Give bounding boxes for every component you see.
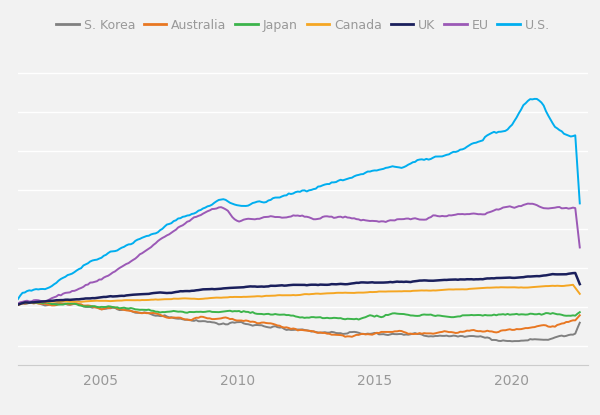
EU [524, 201, 532, 206]
Australia [558, 321, 565, 326]
Line: Australia: Australia [18, 303, 580, 337]
U.S. [556, 128, 563, 133]
Legend: S. Korea, Australia, Japan, Canada, UK, EU, U.S.: S. Korea, Australia, Japan, Canada, UK, … [51, 14, 555, 37]
Line: S. Korea: S. Korea [18, 303, 580, 341]
UK [247, 284, 254, 289]
Japan [558, 312, 565, 317]
Canada [339, 290, 346, 295]
EU [403, 216, 410, 221]
S. Korea [576, 320, 583, 325]
Line: EU: EU [18, 204, 580, 304]
Australia [26, 300, 33, 305]
U.S. [403, 164, 410, 168]
S. Korea [558, 333, 565, 338]
Line: U.S.: U.S. [18, 99, 580, 299]
U.S. [240, 203, 247, 208]
UK [554, 272, 561, 277]
Canada [554, 283, 561, 288]
Line: Japan: Japan [18, 302, 580, 320]
Japan [355, 317, 362, 322]
UK [403, 279, 410, 284]
U.S. [339, 178, 346, 183]
EU [240, 217, 247, 222]
S. Korea [242, 322, 250, 327]
Canada [576, 291, 583, 296]
Japan [407, 313, 414, 318]
U.S. [576, 201, 583, 206]
Australia [14, 303, 22, 308]
Australia [249, 319, 256, 324]
Australia [407, 331, 414, 336]
Canada [569, 282, 577, 287]
S. Korea [341, 331, 349, 336]
Canada [403, 289, 410, 294]
Japan [341, 317, 349, 322]
Canada [240, 294, 247, 299]
EU [556, 205, 563, 210]
UK [572, 271, 579, 276]
U.S. [107, 249, 114, 254]
S. Korea [405, 332, 412, 337]
EU [247, 217, 254, 222]
S. Korea [249, 323, 256, 328]
Australia [349, 334, 356, 339]
Japan [28, 300, 35, 305]
EU [576, 245, 583, 250]
S. Korea [14, 302, 22, 307]
EU [14, 301, 22, 306]
S. Korea [30, 300, 37, 305]
Japan [242, 309, 250, 314]
EU [107, 272, 114, 277]
UK [107, 294, 114, 299]
Line: UK: UK [18, 273, 580, 305]
Australia [242, 318, 250, 323]
UK [14, 302, 22, 307]
S. Korea [109, 305, 116, 310]
Australia [109, 305, 116, 310]
Japan [109, 305, 116, 310]
S. Korea [508, 339, 515, 344]
EU [339, 215, 346, 220]
UK [576, 282, 583, 287]
Canada [107, 299, 114, 304]
UK [339, 282, 346, 287]
Australia [576, 313, 583, 318]
U.S. [14, 296, 22, 301]
U.S. [531, 96, 538, 101]
Canada [247, 294, 254, 299]
Japan [576, 310, 583, 315]
Japan [14, 301, 22, 306]
Line: Canada: Canada [18, 285, 580, 305]
U.S. [247, 202, 254, 207]
Australia [341, 334, 349, 339]
Canada [14, 302, 22, 307]
Japan [249, 310, 256, 315]
UK [240, 285, 247, 290]
